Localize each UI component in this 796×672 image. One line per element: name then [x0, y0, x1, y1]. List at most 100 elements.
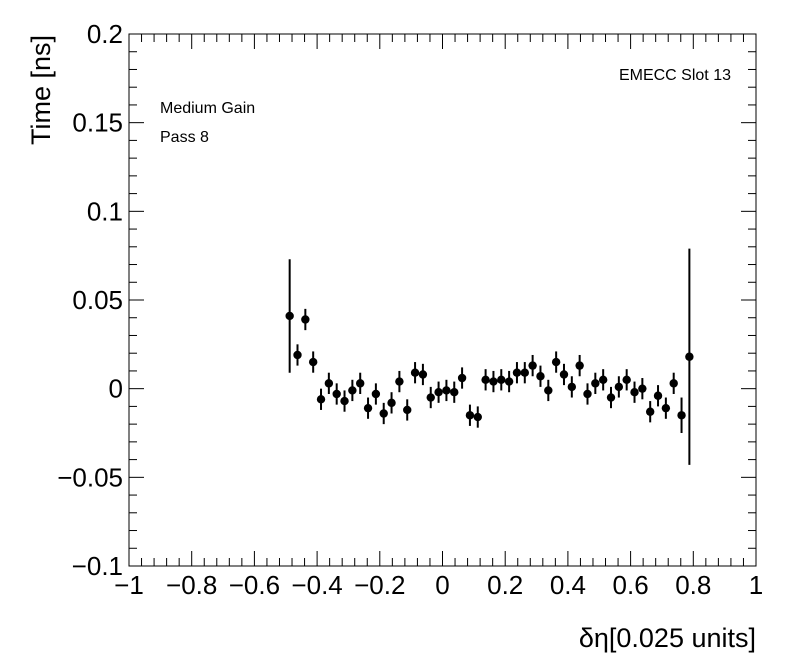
marker [614, 382, 624, 392]
marker [575, 361, 584, 370]
data-point [575, 354, 584, 377]
marker [512, 368, 522, 377]
data-point [293, 344, 302, 366]
marker [293, 350, 302, 360]
marker [371, 389, 381, 399]
x-tick-label: 0 [435, 570, 449, 600]
marker [504, 377, 514, 386]
tick-labels: −1 −0.8 −0.6 −0.4 −0.2 0 0.2 0.4 0.6 0.8 1 −0.1 −0.0… [57, 19, 763, 600]
marker [457, 373, 467, 383]
marker [591, 379, 600, 388]
marker [363, 403, 373, 413]
data-point [324, 372, 334, 394]
slot-label: EMECC Slot 13 [619, 67, 731, 84]
data-point [567, 376, 577, 398]
marker [638, 384, 647, 393]
x-axis-title: δη[0.025 units] [579, 623, 756, 653]
y-tick-label: −0.05 [57, 462, 123, 492]
data-point [371, 383, 381, 405]
data-point [528, 354, 537, 377]
data-point [661, 397, 671, 419]
data-point [512, 362, 522, 384]
data-point [630, 381, 639, 403]
marker [685, 352, 694, 361]
x-tick-label: 1 [749, 570, 763, 600]
data-point [489, 370, 498, 393]
marker [669, 379, 678, 388]
marker [387, 398, 396, 408]
marker [622, 375, 631, 384]
marker [489, 377, 498, 386]
x-tick-label: −0.6 [229, 570, 280, 600]
data-point [614, 376, 624, 398]
data-point [504, 370, 514, 393]
data-point [544, 379, 553, 402]
data-point [434, 381, 443, 403]
marker [630, 388, 639, 397]
marker [450, 388, 459, 397]
marker [348, 386, 357, 395]
marker [324, 379, 334, 388]
marker [544, 386, 553, 395]
marker [645, 407, 655, 416]
marker [410, 368, 420, 377]
x-tick-label: 0.2 [487, 570, 523, 600]
data-point [316, 388, 326, 410]
data-point [301, 308, 310, 331]
x-tick-label: 0.8 [675, 570, 711, 600]
data-point [426, 386, 435, 409]
data-point [465, 404, 475, 426]
data-point [356, 372, 365, 394]
gain-label: Medium Gain [160, 100, 255, 117]
marker [426, 393, 435, 402]
y-tick-label: 0.05 [72, 285, 123, 315]
pass-label: Pass 8 [160, 129, 209, 146]
data-point [450, 381, 459, 403]
data-point [598, 369, 608, 391]
data-point [638, 378, 647, 400]
y-tick-label: 0.15 [72, 108, 123, 138]
marker [356, 379, 365, 388]
data-point [348, 379, 357, 402]
y-tick-label: 0 [109, 374, 123, 404]
marker [308, 357, 318, 367]
x-tick-label: 0.6 [613, 570, 649, 600]
marker [497, 375, 506, 384]
data-point [606, 386, 616, 409]
marker [403, 405, 412, 415]
marker [528, 361, 537, 370]
data-point [332, 383, 341, 405]
data-point [653, 385, 663, 407]
x-tick-label: −1 [114, 570, 144, 600]
data-point [520, 362, 529, 384]
marker [583, 389, 592, 399]
x-tick-label: −0.4 [291, 570, 342, 600]
data-point [285, 259, 294, 373]
marker [661, 403, 671, 413]
marker [285, 311, 294, 321]
marker [567, 382, 577, 392]
marker [536, 372, 545, 381]
data-point [536, 365, 545, 387]
data-point [418, 363, 428, 386]
data-point [403, 399, 412, 421]
data-point [379, 402, 388, 425]
y-tick-label: 0.2 [87, 19, 123, 49]
data-point [308, 351, 318, 373]
marker [559, 370, 569, 379]
marker [598, 375, 608, 384]
marker [606, 393, 616, 402]
data-point [559, 363, 569, 386]
marker [316, 395, 326, 404]
marker [653, 391, 663, 400]
y-tick-label: 0.1 [87, 196, 123, 226]
data-point [497, 369, 506, 391]
y-tick-label: −0.1 [72, 551, 123, 581]
marker [418, 370, 428, 379]
data-point [363, 397, 373, 419]
marker [332, 389, 341, 399]
x-tick-label: −0.8 [166, 570, 217, 600]
marker [520, 368, 529, 377]
